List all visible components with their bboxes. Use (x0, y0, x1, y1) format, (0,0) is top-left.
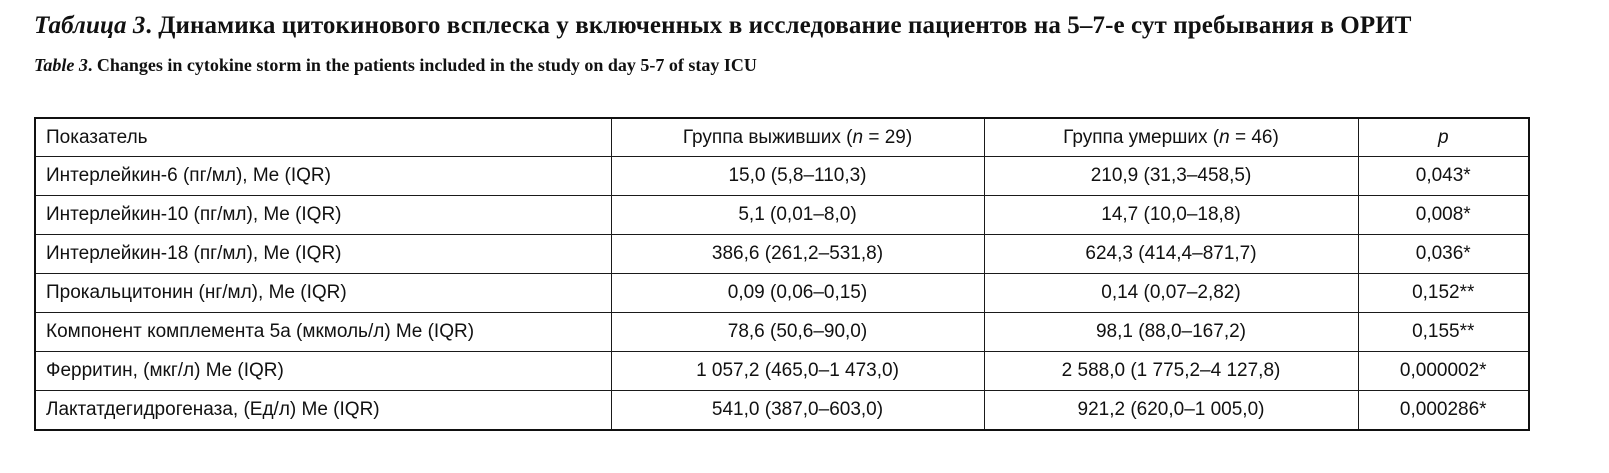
cell-indicator: Ферритин, (мкг/л) Me (IQR) (34, 351, 612, 391)
cell-survivors: 78,6 (50,6–90,0) (610, 312, 985, 352)
header-survivors: Группа выживших (n = 29) (610, 117, 985, 157)
cell-p: 0,155** (1357, 312, 1530, 352)
cell-survivors: 541,0 (387,0–603,0) (610, 390, 985, 431)
cell-deceased: 210,9 (31,3–458,5) (983, 156, 1359, 196)
cell-deceased: 14,7 (10,0–18,8) (983, 195, 1359, 235)
cell-indicator: Лактатдегидрогеназа, (Ед/л) Me (IQR) (34, 390, 612, 431)
header-p: p (1357, 117, 1530, 157)
cell-indicator: Интерлейкин-18 (пг/мл), Me (IQR) (34, 234, 612, 274)
header-deceased-prefix: Группа умерших ( (1063, 126, 1220, 148)
cell-p: 0,043* (1357, 156, 1530, 196)
cell-indicator: Прокальцитонин (нг/мл), Me (IQR) (34, 273, 612, 313)
table-row: Лактатдегидрогеназа, (Ед/л) Me (IQR) 541… (34, 390, 1530, 431)
table-title-en-text: . Changes in cytokine storm in the patie… (87, 55, 757, 75)
cell-survivors: 1 057,2 (465,0–1 473,0) (610, 351, 985, 391)
cell-deceased: 2 588,0 (1 775,2–4 127,8) (983, 351, 1359, 391)
table-row: Ферритин, (мкг/л) Me (IQR) 1 057,2 (465,… (34, 351, 1530, 391)
cell-p: 0,152** (1357, 273, 1530, 313)
cell-indicator: Интерлейкин-6 (пг/мл), Me (IQR) (34, 156, 612, 196)
cell-survivors: 386,6 (261,2–531,8) (610, 234, 985, 274)
table-title-en: Table 3. Changes in cytokine storm in th… (34, 55, 757, 76)
table-row: Прокальцитонин (нг/мл), Me (IQR) 0,09 (0… (34, 273, 1530, 313)
table-row: Интерлейкин-6 (пг/мл), Me (IQR) 15,0 (5,… (34, 156, 1530, 196)
header-indicator: Показатель (34, 117, 612, 157)
cell-deceased: 921,2 (620,0–1 005,0) (983, 390, 1359, 431)
header-deceased-n: n (1219, 126, 1230, 148)
cell-deceased: 0,14 (0,07–2,82) (983, 273, 1359, 313)
cell-indicator: Интерлейкин-10 (пг/мл), Me (IQR) (34, 195, 612, 235)
table-header-row: Показатель Группа выживших (n = 29) Груп… (34, 117, 1530, 157)
header-survivors-prefix: Группа выживших ( (682, 126, 853, 148)
header-p-label: p (1437, 126, 1449, 148)
cytokine-table: Показатель Группа выживших (n = 29) Груп… (34, 117, 1530, 431)
header-survivors-suffix: = 29) (863, 126, 913, 148)
cell-p: 0,000002* (1357, 351, 1530, 391)
header-deceased: Группа умерших (n = 46) (983, 117, 1359, 157)
table-row: Интерлейкин-10 (пг/мл), Me (IQR) 5,1 (0,… (34, 195, 1530, 235)
cell-p: 0,008* (1357, 195, 1530, 235)
header-survivors-n: n (852, 126, 864, 148)
header-deceased-suffix: = 46) (1229, 126, 1279, 148)
cell-indicator: Компонент комплемента 5а (мкмоль/л) Me (… (34, 312, 612, 352)
cell-survivors: 5,1 (0,01–8,0) (610, 195, 985, 235)
table-title-ru-text: . Динамика цитокинового всплеска у включ… (145, 12, 1412, 39)
table-title-en-lead: Table 3 (34, 55, 88, 75)
table-title-ru-lead: Таблица 3 (34, 12, 146, 39)
cell-deceased: 98,1 (88,0–167,2) (983, 312, 1359, 352)
cell-p: 0,036* (1357, 234, 1530, 274)
table-row: Компонент комплемента 5а (мкмоль/л) Me (… (34, 312, 1530, 352)
cell-deceased: 624,3 (414,4–871,7) (983, 234, 1359, 274)
table-title-ru: Таблица 3. Динамика цитокинового всплеск… (34, 12, 1412, 40)
cell-survivors: 0,09 (0,06–0,15) (610, 273, 985, 313)
cell-survivors: 15,0 (5,8–110,3) (610, 156, 985, 196)
cell-p: 0,000286* (1357, 390, 1530, 431)
table-row: Интерлейкин-18 (пг/мл), Me (IQR) 386,6 (… (34, 234, 1530, 274)
